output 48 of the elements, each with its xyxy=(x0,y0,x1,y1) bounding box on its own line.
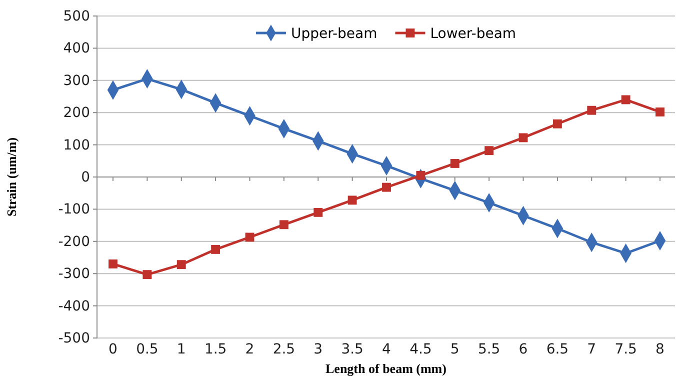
x-tick-label: 2 xyxy=(245,342,254,358)
x-tick-label: 7.5 xyxy=(614,342,637,358)
y-tick-label: 300 xyxy=(63,72,90,89)
point xyxy=(587,106,596,115)
x-tick-label: 3.5 xyxy=(341,342,364,358)
x-tick-label: 1 xyxy=(176,342,186,358)
x-tick-label: 1.5 xyxy=(204,342,227,358)
point xyxy=(142,270,152,280)
x-tick-label: 0 xyxy=(108,342,118,358)
x-tick-label: 6.5 xyxy=(546,342,569,358)
point xyxy=(621,95,630,104)
x-axis-title: Length of beam (mm) xyxy=(326,361,446,376)
point xyxy=(552,119,562,128)
x-tick-label: 6 xyxy=(518,342,528,358)
y-tick-label: 100 xyxy=(63,137,90,154)
y-tick-label: -200 xyxy=(58,234,90,250)
point xyxy=(450,159,460,168)
y-tick-label: 200 xyxy=(63,105,90,122)
point xyxy=(656,107,664,116)
x-tick-label: 4 xyxy=(382,342,392,358)
x-tick-label: 3 xyxy=(314,342,323,358)
point xyxy=(314,208,323,217)
point xyxy=(211,244,220,254)
point xyxy=(108,259,118,268)
x-tick-label: 8 xyxy=(656,342,664,358)
point xyxy=(382,182,391,192)
y-tick-label: -500 xyxy=(58,330,90,346)
point xyxy=(245,232,254,242)
legend-label: Upper-beam xyxy=(290,26,378,42)
y-tick-label: -400 xyxy=(58,298,90,314)
x-tick-label: 2.5 xyxy=(272,342,296,358)
x-tick-label: 4.5 xyxy=(410,342,432,358)
y-tick-label: -300 xyxy=(58,266,90,282)
x-tick-label: 5.5 xyxy=(478,342,500,358)
y-tick-label: 500 xyxy=(63,8,90,24)
y-tick-label: 0 xyxy=(81,169,90,186)
y-tick-label: 400 xyxy=(63,40,90,57)
x-tick-label: 0.5 xyxy=(136,342,158,358)
y-axis-title: Strain (um/m) xyxy=(4,137,19,217)
point xyxy=(176,260,186,270)
x-tick-label: 7 xyxy=(587,342,596,358)
point xyxy=(518,133,528,142)
point xyxy=(484,146,494,156)
y-tick-label: -100 xyxy=(58,202,90,218)
x-tick-label: 5 xyxy=(450,342,460,358)
legend-label: Lower-beam xyxy=(430,26,516,42)
point xyxy=(279,220,288,230)
point xyxy=(348,196,357,205)
